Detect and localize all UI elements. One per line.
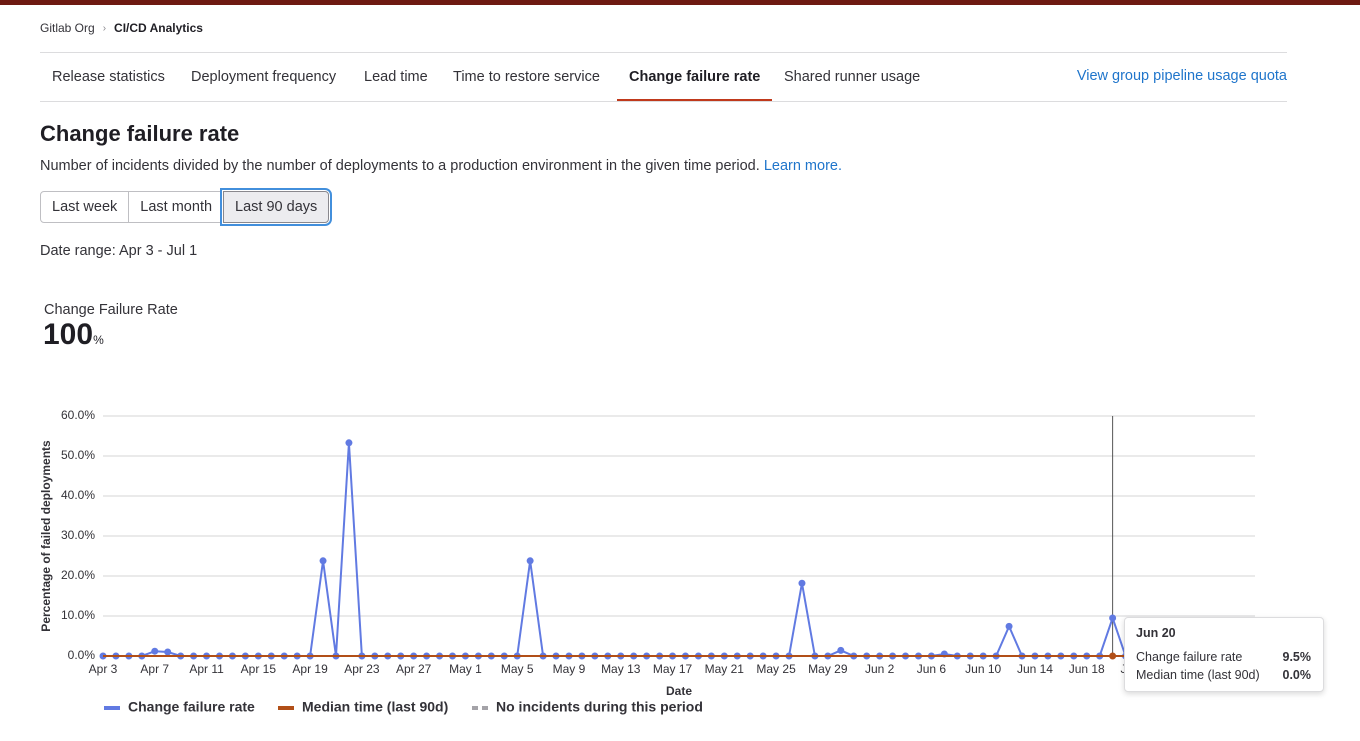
tab[interactable]: Lead time xyxy=(364,69,428,85)
page-heading: Change failure rate xyxy=(40,121,240,146)
tooltip-label: Change failure rate xyxy=(1136,650,1243,664)
x-tick-label: Jun 10 xyxy=(965,662,1001,676)
range-button[interactable]: Last 90 days xyxy=(223,191,330,223)
tooltip-title: Jun 20 xyxy=(1136,626,1176,640)
tab-bar: Release statistics Deployment frequency Le… xyxy=(40,52,1287,102)
hover-point xyxy=(1109,652,1117,660)
y-tick-label: 10.0% xyxy=(61,608,95,622)
data-point xyxy=(1109,614,1117,622)
tab[interactable]: Time to restore service xyxy=(453,69,600,85)
data-point xyxy=(837,646,845,654)
x-tick-label: May 1 xyxy=(449,662,482,676)
tooltip-value: 0.0% xyxy=(1282,668,1312,682)
y-tick-label: 20.0% xyxy=(61,568,95,582)
data-point xyxy=(526,557,534,565)
x-tick-label: Apr 11 xyxy=(189,662,224,676)
legend-label: No incidents during this period xyxy=(496,699,703,715)
y-tick-label: 50.0% xyxy=(61,448,95,462)
data-point xyxy=(798,579,806,587)
x-tick-label: Jun 18 xyxy=(1069,662,1105,676)
description-block: Number of incidents divided by the numbe… xyxy=(40,158,842,174)
x-axis-title: Date xyxy=(666,684,692,698)
x-tick-label: May 29 xyxy=(808,662,848,676)
tab[interactable]: Change failure rate xyxy=(617,53,773,101)
tab[interactable]: Shared runner usage xyxy=(784,69,921,85)
x-tick-label: May 21 xyxy=(705,662,745,676)
x-tick-label: Jun 14 xyxy=(1017,662,1053,676)
x-tick-label: Apr 23 xyxy=(344,662,380,676)
x-tick-label: Apr 7 xyxy=(140,662,169,676)
x-tick-label: Apr 15 xyxy=(241,662,277,676)
range-button[interactable]: Last month xyxy=(128,191,225,223)
x-tick-label: May 5 xyxy=(501,662,534,676)
x-tick-label: Apr 19 xyxy=(292,662,328,676)
data-point xyxy=(164,648,172,656)
x-tick-label: Jun 2 xyxy=(865,662,895,676)
tooltip-row: Median time (last 90d) 0.0% xyxy=(1136,668,1311,682)
data-point xyxy=(345,439,353,447)
x-tick-label: May 9 xyxy=(553,662,586,676)
y-tick-label: 60.0% xyxy=(61,408,95,422)
breadcrumb-separator: › xyxy=(102,22,107,34)
breadcrumb-link[interactable]: Gitlab Org xyxy=(40,21,95,35)
range-button[interactable]: Last week xyxy=(40,191,130,223)
data-point xyxy=(151,647,159,655)
learn-more-link[interactable]: Learn more. xyxy=(763,158,842,174)
date-range: Date range: Apr 3 - Jul 1 xyxy=(40,243,198,259)
breadcrumb-current[interactable]: CI/CD Analytics xyxy=(114,21,203,35)
quota-link[interactable]: View group pipeline usage quota xyxy=(1076,68,1287,84)
tooltip-label: Median time (last 90d) xyxy=(1136,668,1260,682)
tooltip-value: 9.5% xyxy=(1282,650,1312,664)
summary-label: Change Failure Rate xyxy=(44,302,178,318)
breadcrumb: Gitlab Org › CI/CD Analytics xyxy=(40,21,203,35)
data-point xyxy=(1005,622,1013,630)
legend-label: Median time (last 90d) xyxy=(302,699,448,715)
x-tick-label: May 13 xyxy=(601,662,641,676)
y-tick-label: 40.0% xyxy=(61,488,95,502)
summary-unit: % xyxy=(93,333,104,347)
summary-value: 100 xyxy=(43,318,94,351)
series-line xyxy=(103,442,1255,657)
tab[interactable]: Deployment frequency xyxy=(191,69,337,85)
x-tick-label: Apr 3 xyxy=(89,662,118,676)
tab[interactable]: Release statistics xyxy=(52,69,165,85)
y-tick-label: 30.0% xyxy=(61,528,95,542)
x-tick-label: May 17 xyxy=(653,662,693,676)
summary-value-block: 100% xyxy=(43,318,104,352)
x-tick-label: May 25 xyxy=(756,662,796,676)
tooltip-row: Change failure rate 9.5% xyxy=(1136,650,1311,664)
y-axis-title: Percentage of failed deployments xyxy=(39,440,53,632)
legend-label: Change failure rate xyxy=(128,699,255,715)
range-buttons: Last week Last month Last 90 days xyxy=(40,191,330,223)
top-bar xyxy=(0,0,1360,5)
x-tick-label: Apr 27 xyxy=(396,662,432,676)
y-tick-label: 0.0% xyxy=(68,648,96,662)
description: Number of incidents divided by the numbe… xyxy=(40,158,760,174)
data-point xyxy=(319,557,327,565)
tooltip: Jun 20 Change failure rate 9.5% Median t… xyxy=(1124,617,1324,692)
x-tick-label: Jun 6 xyxy=(917,662,947,676)
